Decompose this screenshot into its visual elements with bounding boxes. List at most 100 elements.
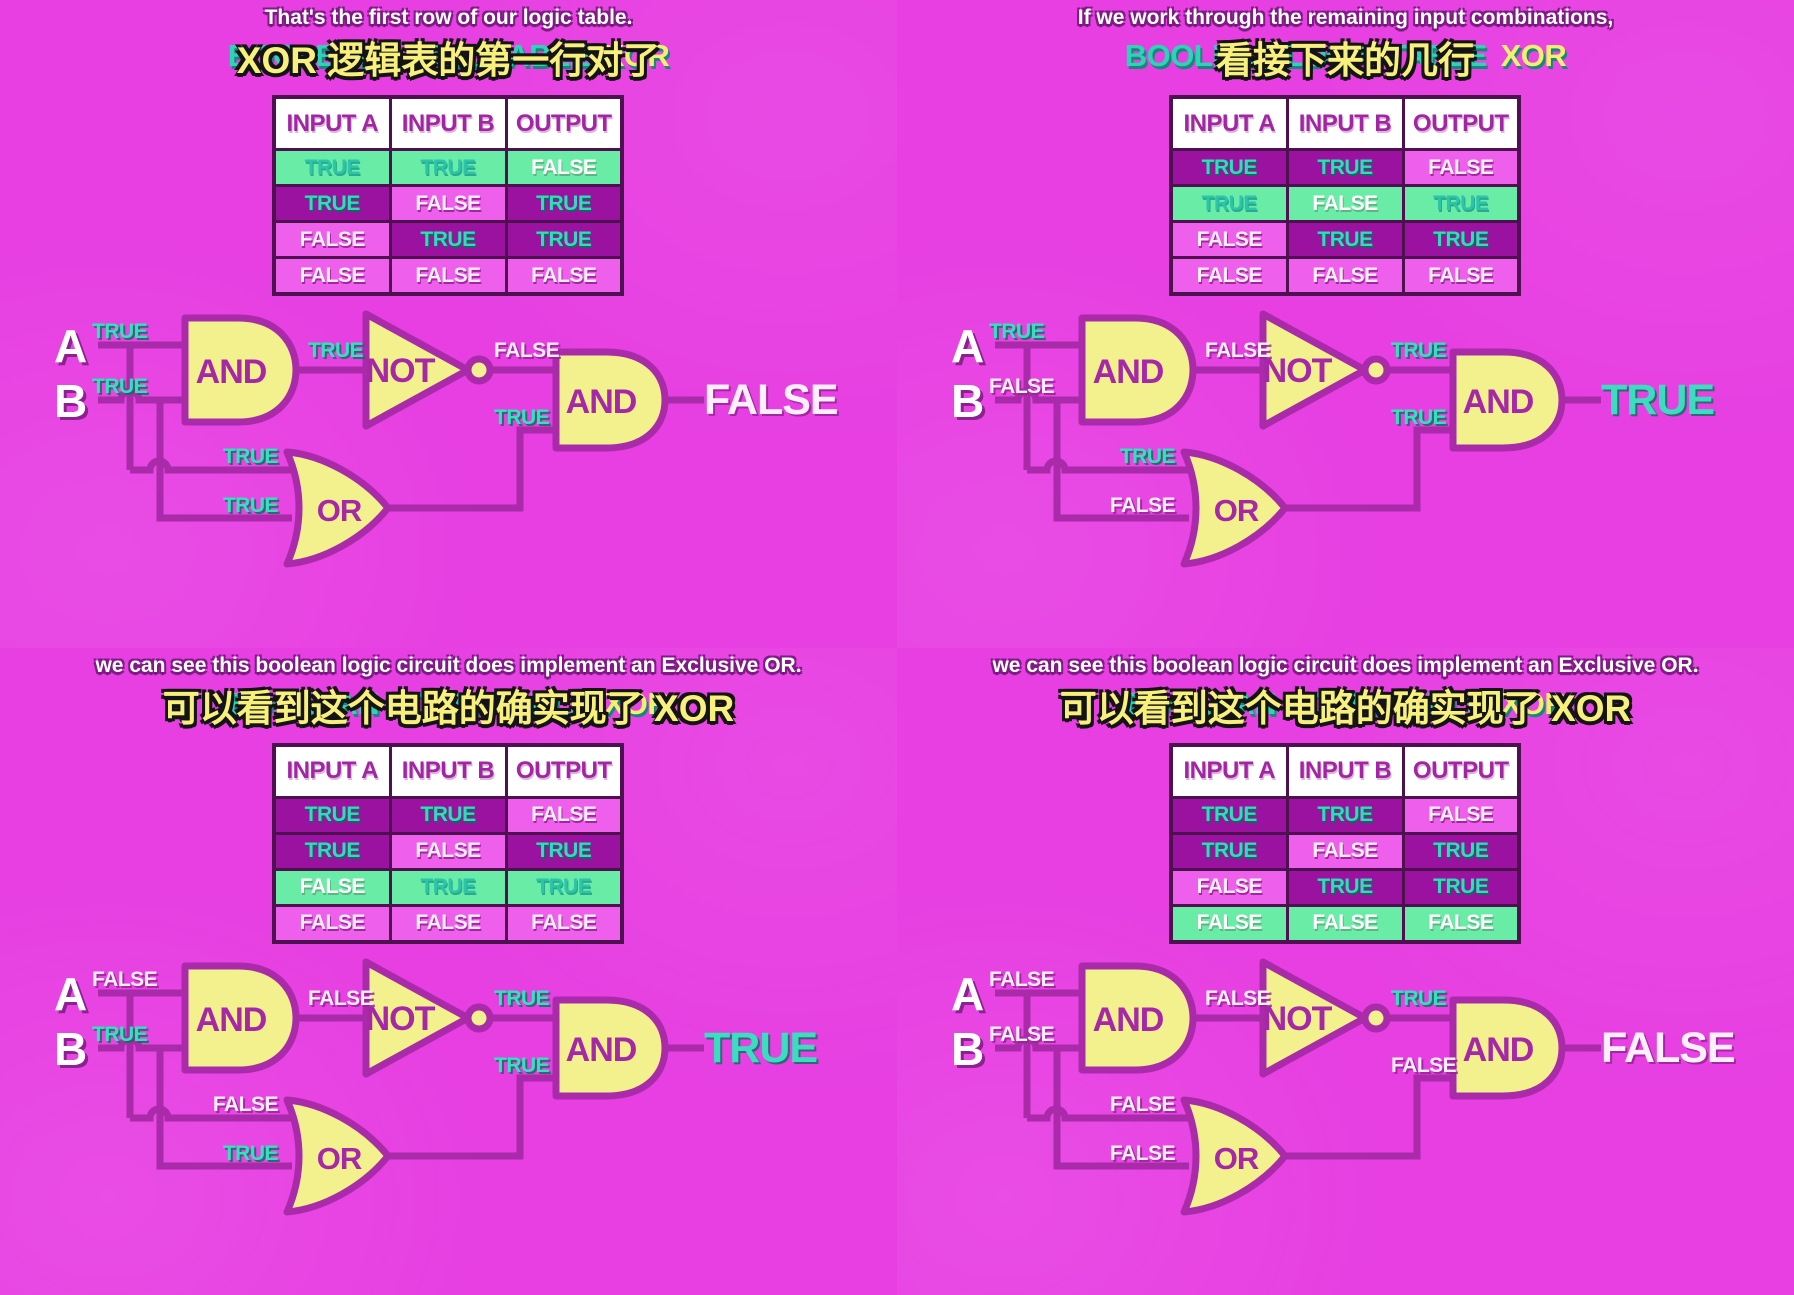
and1-output-value: FALSE: [308, 987, 374, 1010]
boolean-logic-table-title: BOOLEAN LOGIC TABLE XOR: [897, 38, 1794, 74]
or-gate-label: OR: [317, 493, 362, 528]
col-input-b: INPUT B: [388, 95, 508, 151]
table-cell: TRUE: [1285, 795, 1405, 835]
wire-or-to-and2: [1283, 426, 1453, 512]
table-cell: FALSE: [272, 256, 392, 296]
and-gate-1: [1078, 314, 1197, 426]
table-row: TRUE FALSE TRUE: [1169, 184, 1521, 223]
table-cell: TRUE: [504, 867, 624, 907]
or-gate: [283, 448, 392, 568]
circuit-output-value: TRUE: [1601, 376, 1714, 424]
and1-output-value: FALSE: [1205, 987, 1271, 1010]
and-gate-1-label: AND: [196, 353, 267, 391]
table-row: TRUE TRUE FALSE: [1169, 795, 1521, 835]
col-input-b: INPUT B: [388, 743, 508, 799]
not-gate-bubble: [1361, 355, 1391, 385]
table-row: TRUE TRUE FALSE: [272, 795, 624, 835]
input-b-label: B: [54, 1023, 87, 1075]
not-gate: [1259, 310, 1369, 430]
and-gate-2-label: AND: [566, 1031, 637, 1069]
input-b-value: FALSE: [989, 1023, 1055, 1046]
subtitle-chinese: 看接下来的几行: [1216, 40, 1475, 81]
not-output-value: TRUE: [1391, 987, 1447, 1010]
video-frame-bottom-left: BOOLEAN LOGIC TABLE XOR 可以看到这个电路的确实现了 XOR…: [0, 647, 897, 1295]
table-cell: FALSE: [272, 867, 392, 907]
table-row: TRUE FALSE TRUE: [272, 184, 624, 223]
table-cell: TRUE: [1285, 148, 1405, 187]
input-b-value: TRUE: [92, 375, 148, 398]
wire-input-b: [98, 387, 185, 404]
not-gate: [362, 958, 472, 1077]
logic-circuit-diagram: A B FALSE FALSE FALSE TRUE FALSE FALSE F…: [951, 958, 1736, 1215]
and-gate-2-label: AND: [566, 383, 637, 421]
logic-circuit-diagram: A B TRUE TRUE TRUE FALSE TRUE TRUE TRUE …: [54, 310, 839, 568]
and-gate-1: [1078, 962, 1197, 1073]
and-gate-1-label: AND: [1093, 353, 1164, 391]
input-a-label: A: [951, 968, 984, 1020]
table-row: FALSE FALSE FALSE: [272, 256, 624, 296]
video-frame-bottom-right: BOOLEAN LOGIC TABLE XOR 可以看到这个电路的确实现了 XOR…: [897, 647, 1794, 1295]
table-cell: TRUE: [1285, 220, 1405, 259]
circuit-output-value: TRUE: [704, 1024, 817, 1072]
or-gate-label: OR: [1214, 493, 1259, 528]
table-header-row: INPUT A INPUT B OUTPUT: [272, 743, 624, 799]
wire-or-to-and2: [386, 1074, 556, 1159]
table-cell: FALSE: [1285, 831, 1405, 871]
table-cell: FALSE: [1169, 903, 1289, 943]
or-gate: [1180, 448, 1289, 568]
and2-bottom-input-value: TRUE: [1391, 406, 1447, 429]
table-row: FALSE FALSE FALSE: [272, 903, 624, 943]
and-gate-2: [1449, 996, 1566, 1099]
or-gate: [1180, 1096, 1289, 1215]
not-gate-label: NOT: [1263, 1000, 1333, 1038]
subtitle-english: That's the first row of our logic table.: [264, 6, 633, 29]
input-a-label: A: [54, 968, 87, 1020]
wire-input-b-branch: [1053, 400, 1189, 522]
table-cell: TRUE: [272, 795, 392, 835]
table-cell: FALSE: [504, 256, 624, 296]
table-cell: FALSE: [504, 903, 624, 943]
not-gate: [362, 310, 472, 430]
table-cell: FALSE: [388, 831, 508, 871]
input-a-value: FALSE: [989, 968, 1055, 991]
table-cell: FALSE: [1285, 184, 1405, 223]
or-bottom-input-value: TRUE: [223, 494, 279, 517]
table-row: TRUE FALSE TRUE: [1169, 831, 1521, 871]
or-top-input-value: TRUE: [1120, 445, 1176, 468]
table-row: FALSE FALSE FALSE: [1169, 256, 1521, 296]
table-row: TRUE FALSE TRUE: [272, 831, 624, 871]
truth-table: INPUT A INPUT B OUTPUT TRUE TRUE FALSE TRUE…: [272, 742, 624, 944]
table-cell: FALSE: [388, 903, 508, 943]
table-row: FALSE FALSE FALSE: [1169, 903, 1521, 943]
table-cell: TRUE: [272, 831, 392, 871]
title-main: BOOLEAN LOGIC TABLE: [227, 38, 590, 73]
table-row: FALSE TRUE TRUE: [1169, 220, 1521, 259]
table-cell: FALSE: [1285, 903, 1405, 943]
or-top-input-value: TRUE: [223, 445, 279, 468]
and-gate-2: [552, 996, 669, 1099]
table-cell: TRUE: [1169, 148, 1289, 187]
table-cell: FALSE: [272, 220, 392, 259]
table-cell: TRUE: [1169, 795, 1289, 835]
table-header-row: INPUT A INPUT B OUTPUT: [272, 95, 624, 151]
or-top-input-value: FALSE: [213, 1093, 279, 1116]
subtitle-chinese: XOR 逻辑表的第一行对了: [236, 40, 661, 81]
table-cell: FALSE: [388, 256, 508, 296]
or-bottom-input-value: FALSE: [1110, 494, 1176, 517]
input-a-value: TRUE: [92, 320, 148, 343]
input-b-value: FALSE: [989, 375, 1055, 398]
table-header-row: INPUT A INPUT B OUTPUT: [1169, 743, 1521, 799]
logic-circuit-diagram: A B FALSE TRUE FALSE TRUE TRUE FALSE TRU…: [54, 958, 818, 1215]
subtitle-english: If we work through the remaining input c…: [1077, 6, 1614, 29]
not-output-value: TRUE: [1391, 339, 1447, 362]
subtitle-english: we can see this boolean logic circuit do…: [992, 653, 1699, 677]
input-b-label: B: [951, 1023, 984, 1075]
video-frame-top-right: BOOLEAN LOGIC TABLE XOR 看接下来的几行 If we wor…: [897, 0, 1794, 648]
table-cell: TRUE: [1169, 184, 1289, 223]
input-a-label: A: [54, 320, 87, 372]
and-gate-2: [1449, 348, 1566, 452]
col-input-b: INPUT B: [1285, 743, 1405, 799]
logic-circuit-diagram: A B TRUE FALSE FALSE TRUE TRUE TRUE FALS…: [951, 310, 1715, 568]
table-cell: TRUE: [1401, 867, 1521, 907]
